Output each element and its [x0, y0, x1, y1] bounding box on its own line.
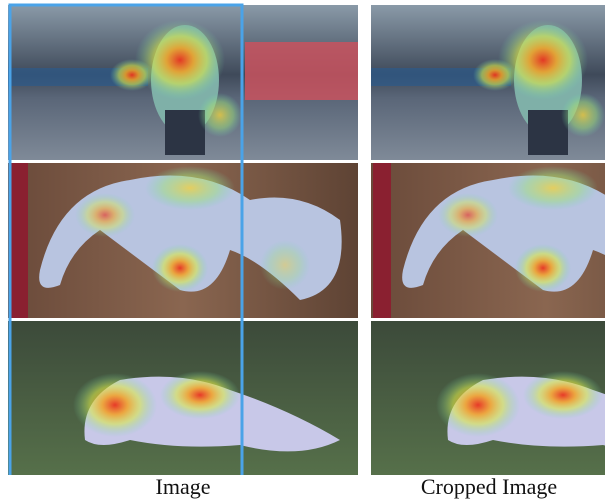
cropped-images: [371, 5, 607, 475]
original-images: [8, 5, 358, 475]
image-cats: [8, 321, 358, 475]
cropped-subway: [371, 5, 607, 160]
image-subway: [8, 5, 358, 160]
image-goat: [8, 163, 358, 318]
caption-left: Image: [156, 474, 211, 499]
page: Image Cropped Image (() => { const data …: [0, 0, 607, 503]
cropped-goat: [371, 163, 607, 318]
caption-right: Cropped Image: [421, 474, 557, 499]
cropped-cats: [371, 321, 607, 475]
figure: Image Cropped Image: [0, 0, 607, 503]
